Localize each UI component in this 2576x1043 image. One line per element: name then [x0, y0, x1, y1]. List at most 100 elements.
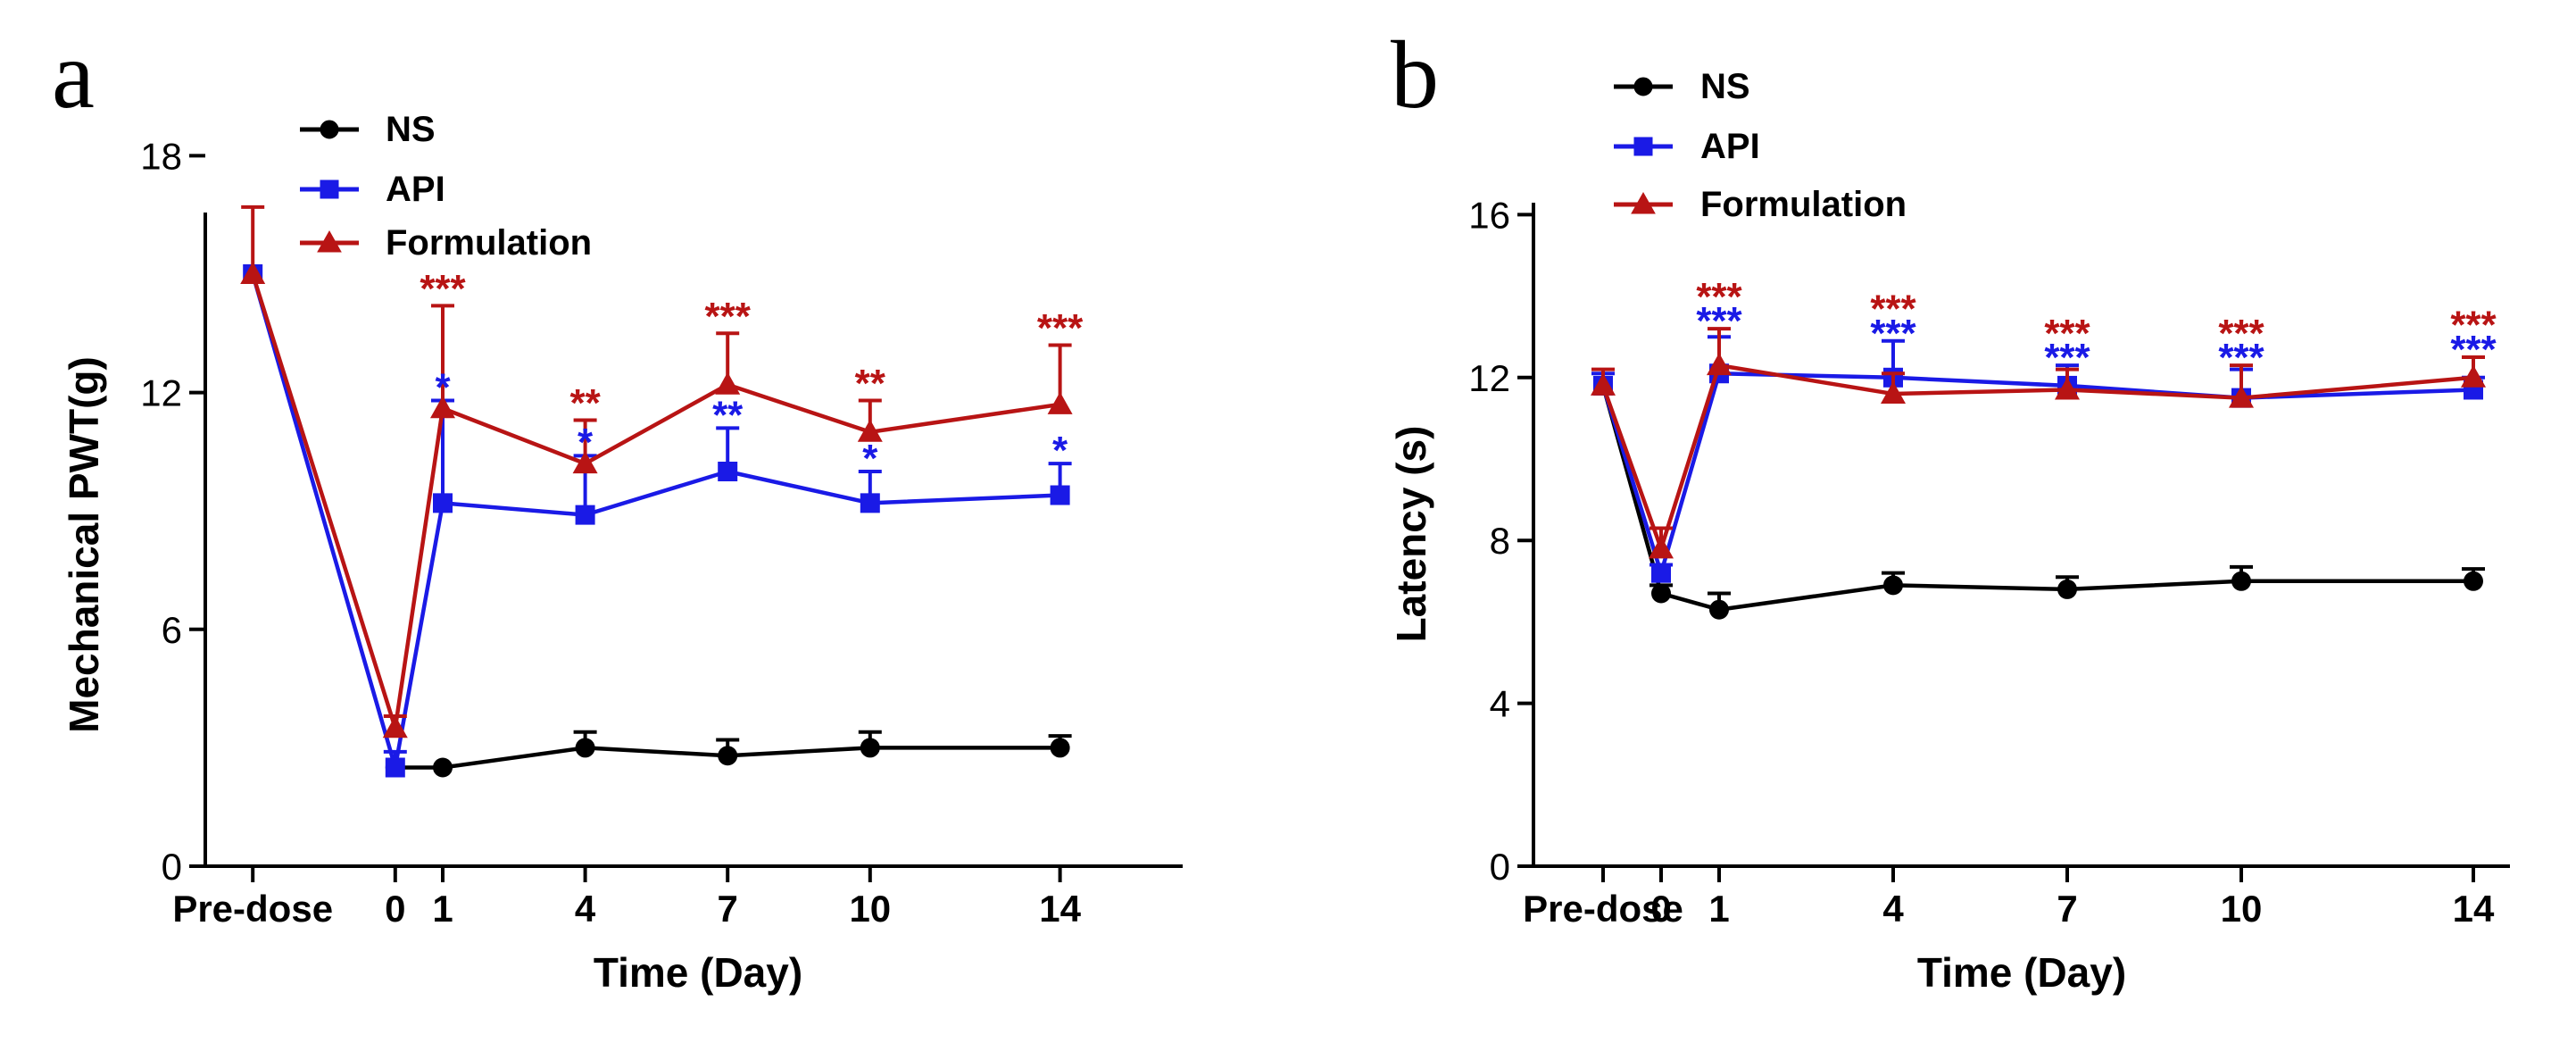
- significance-annotations: ***** **************: [420, 267, 1084, 480]
- y-tick-label-6: 6: [162, 609, 182, 651]
- significance-api-4: *: [578, 421, 594, 464]
- data-point-formulation-pre-dose: [240, 262, 266, 284]
- y-tick-label-12: 12: [140, 372, 182, 414]
- significance-api-14: *: [1052, 429, 1068, 472]
- data-point-api-0: [1651, 563, 1671, 583]
- data-point-ns-14: [1050, 738, 1070, 758]
- x-tick-label-7: 7: [2057, 888, 2077, 930]
- panel-b-plot: *** ****** *** ****** ****** *** ***: [1591, 275, 2497, 620]
- significance-api-10: *: [862, 437, 878, 480]
- series-line-api: [1600, 371, 2474, 575]
- significance-annotations: *** ****** *** ****** ****** *** ***: [1696, 275, 2497, 380]
- panel-b-letter: b: [1391, 22, 1439, 129]
- data-point-api-14: [1050, 485, 1070, 505]
- data-point-ns-0: [1651, 583, 1671, 604]
- legend-formulation-label: Formulation: [1700, 185, 1907, 224]
- series-ns: [385, 730, 1072, 778]
- data-point-formulation-14: [1047, 391, 1073, 414]
- data-point-api-10: [860, 493, 880, 513]
- data-point-formulation-0: [1649, 536, 1674, 559]
- data-point-api-4: [575, 505, 595, 525]
- x-tick-label-0: 0: [385, 888, 405, 930]
- legend-ns-label: NS: [386, 110, 436, 149]
- panel-a-plot: ***** **************: [240, 204, 1084, 778]
- data-point-formulation-14: [2461, 364, 2486, 388]
- significance-formulation-1: ***: [1696, 275, 1742, 319]
- legend-api-marker: [320, 179, 339, 199]
- data-point-formulation-7: [715, 371, 741, 395]
- data-point-formulation-10: [857, 419, 883, 442]
- significance-api-14: ***: [2450, 328, 2497, 371]
- significance-formulation-7: ***: [705, 295, 752, 338]
- data-point-api-1: [433, 493, 453, 513]
- series-line-api: [251, 273, 1060, 770]
- panel-a-y-axis-label: Mechanical PWT(g): [61, 356, 107, 733]
- x-tick-label-4: 4: [575, 888, 596, 930]
- panel-b-legend: NS API Formulation: [1614, 67, 1907, 224]
- data-point-ns-4: [575, 738, 595, 758]
- x-tick-label-0: 0: [1650, 888, 1671, 930]
- series-line-ns: [1600, 385, 2473, 612]
- significance-formulation-14: ***: [1037, 306, 1084, 350]
- panel-b-x-axis-label: Time (Day): [1917, 949, 2126, 996]
- data-point-formulation-7: [2055, 377, 2080, 400]
- data-point-formulation-0: [382, 715, 408, 738]
- significance-formulation-1: ***: [420, 267, 466, 311]
- x-tick-label-7: 7: [718, 888, 738, 930]
- y-tick-label-16: 16: [1468, 194, 1510, 236]
- data-point-api-7: [718, 462, 738, 481]
- significance-formulation-10: ***: [2218, 312, 2264, 355]
- x-tick-label-14: 14: [1039, 888, 1081, 930]
- x-tick-label-pre-dose: Pre-dose: [172, 888, 333, 930]
- x-tick-label-1: 1: [1708, 888, 1729, 930]
- legend-formulation-label: Formulation: [386, 223, 592, 263]
- panel-a-letter: a: [52, 22, 95, 129]
- x-tick-label-4: 4: [1882, 888, 1904, 930]
- legend-api-marker: [1633, 137, 1653, 156]
- data-point-ns-4: [1883, 575, 1903, 596]
- legend-api-label: API: [386, 170, 445, 209]
- data-point-formulation-10: [2229, 385, 2254, 408]
- data-point-formulation-4: [572, 451, 598, 474]
- y-tick-label-0: 0: [1490, 846, 1510, 888]
- data-point-formulation-1: [1707, 353, 1732, 376]
- y-tick-label-8: 8: [1490, 520, 1510, 562]
- significance-formulation-4: ***: [1870, 287, 1916, 330]
- significance-formulation-7: ***: [2044, 312, 2090, 355]
- legend-ns-marker: [1633, 77, 1653, 96]
- data-point-ns-7: [718, 746, 738, 766]
- y-tick-label-4: 4: [1490, 683, 1510, 725]
- data-point-ns-10: [2231, 571, 2251, 591]
- legend-formulation-marker: [317, 229, 342, 253]
- data-point-api-0: [385, 757, 405, 778]
- series-api: [243, 264, 1072, 778]
- data-point-ns-7: [2057, 579, 2077, 599]
- y-tick-label-18: 18: [140, 135, 182, 177]
- panel-b-y-axis-label: Latency (s): [1388, 426, 1434, 643]
- panel-a-legend: NS API Formulation: [300, 110, 592, 263]
- significance-formulation-4: **: [569, 381, 601, 425]
- series-ns: [1593, 375, 2485, 620]
- significance-formulation-10: **: [855, 362, 886, 405]
- significance-formulation-14: ***: [2450, 304, 2497, 347]
- series-formulation: [240, 204, 1073, 738]
- legend-ns-label: NS: [1700, 67, 1750, 106]
- significance-api-4: ***: [1870, 312, 1916, 355]
- data-point-ns-1: [1709, 599, 1729, 620]
- panel-a-x-axis-label: Time (Day): [594, 949, 802, 996]
- data-point-formulation-pre-dose: [1591, 372, 1616, 396]
- data-point-ns-10: [860, 738, 880, 758]
- panel-a-x-axis: Pre-dose 0 1 4 7 10 14: [172, 864, 1183, 930]
- significance-api-10: ***: [2218, 336, 2264, 380]
- x-tick-label-14: 14: [2453, 888, 2495, 930]
- legend-api-label: API: [1700, 127, 1760, 166]
- series-formulation: [1591, 327, 2486, 559]
- y-tick-label-0: 0: [162, 846, 182, 888]
- panel-a-y-axis: 0 6 12 18: [140, 135, 207, 888]
- data-point-ns-14: [2464, 571, 2483, 591]
- data-point-formulation-1: [430, 396, 455, 419]
- significance-api-1: ***: [1696, 299, 1742, 343]
